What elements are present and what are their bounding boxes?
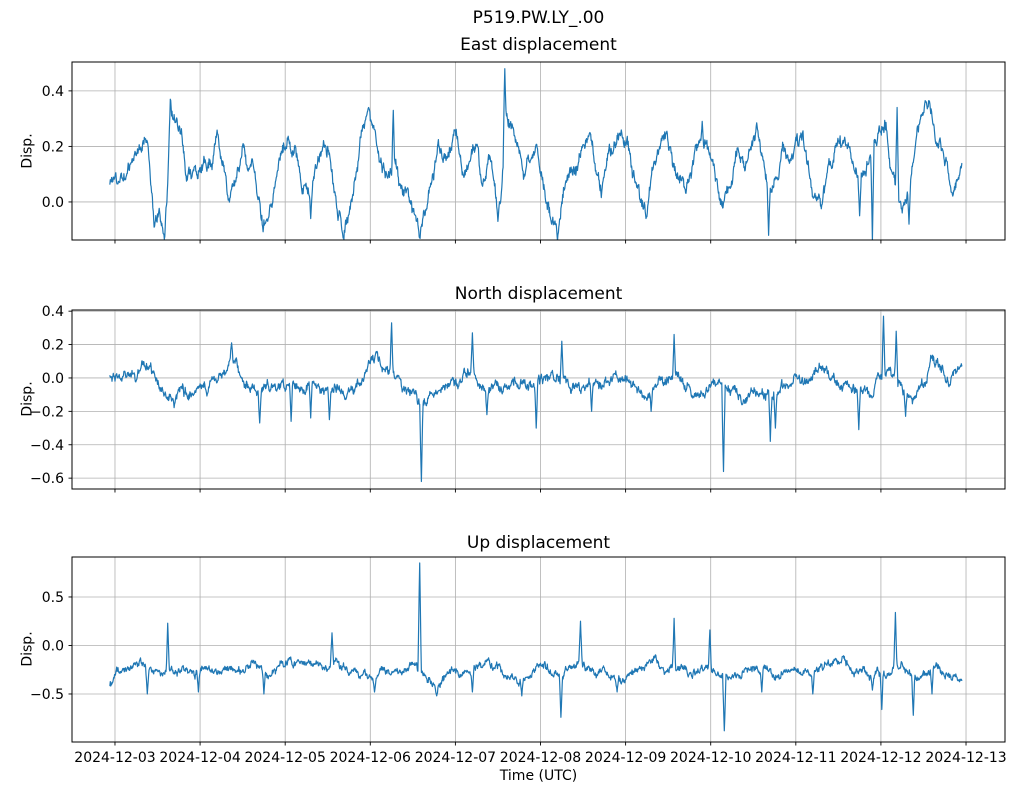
x-tick-label: 2024-12-05 <box>244 750 325 766</box>
x-tick-label: 2024-12-07 <box>415 750 496 766</box>
x-tick-label: 2024-12-10 <box>670 750 751 766</box>
y-tick-label: −0.5 <box>30 687 64 703</box>
x-tick-label: 2024-12-04 <box>159 750 240 766</box>
y-tick-label: 0.0 <box>42 371 64 387</box>
figure-title: P519.PW.LY_.00 <box>472 8 605 28</box>
axes-spines <box>71 61 1006 241</box>
x-tick-label: 2024-12-09 <box>585 750 666 766</box>
y-tick-label: 0.4 <box>42 84 64 100</box>
x-tick-label: 2024-12-13 <box>925 750 1006 766</box>
subplot-title-east: East displacement <box>460 35 617 55</box>
subplot-title-north: North displacement <box>454 284 623 304</box>
y-tick-label: 0.4 <box>42 304 64 320</box>
axes-spines <box>71 556 1006 743</box>
x-tick-label: 2024-12-12 <box>840 750 921 766</box>
plot-area-east: 0.0 0.2 0.4 <box>42 61 1006 244</box>
y-tick-label: −0.6 <box>30 471 64 487</box>
y-tick-label: 0.2 <box>42 139 64 155</box>
x-axis-label: Time (UTC) <box>499 768 578 784</box>
east-displacement-line <box>109 68 963 240</box>
y-tick-label: 0.0 <box>42 638 64 654</box>
x-tick-label: 2024-12-11 <box>755 750 836 766</box>
subplot-title-up: Up displacement <box>466 533 611 553</box>
x-tick-label: 2024-12-06 <box>330 750 411 766</box>
axes-spines <box>71 309 1006 490</box>
y-tick-label: 0.0 <box>42 195 64 211</box>
y-tick-label: −0.2 <box>30 404 64 420</box>
y-tick-label: −0.4 <box>30 438 64 454</box>
x-tick-label: 2024-12-03 <box>74 750 155 766</box>
up-displacement-line <box>109 562 963 732</box>
x-tick-label: 2024-12-08 <box>500 750 581 766</box>
plot-area-up: 2024-12-03 2024-12-04 2024-12-05 2024-12-06… <box>30 556 1007 766</box>
y-tick-label: 0.2 <box>42 338 64 354</box>
plot-area-north: −0.6 −0.4 −0.2 0.0 0.2 0.4 <box>30 304 1006 493</box>
north-displacement-line <box>109 315 963 483</box>
y-tick-label: 0.5 <box>42 590 64 606</box>
